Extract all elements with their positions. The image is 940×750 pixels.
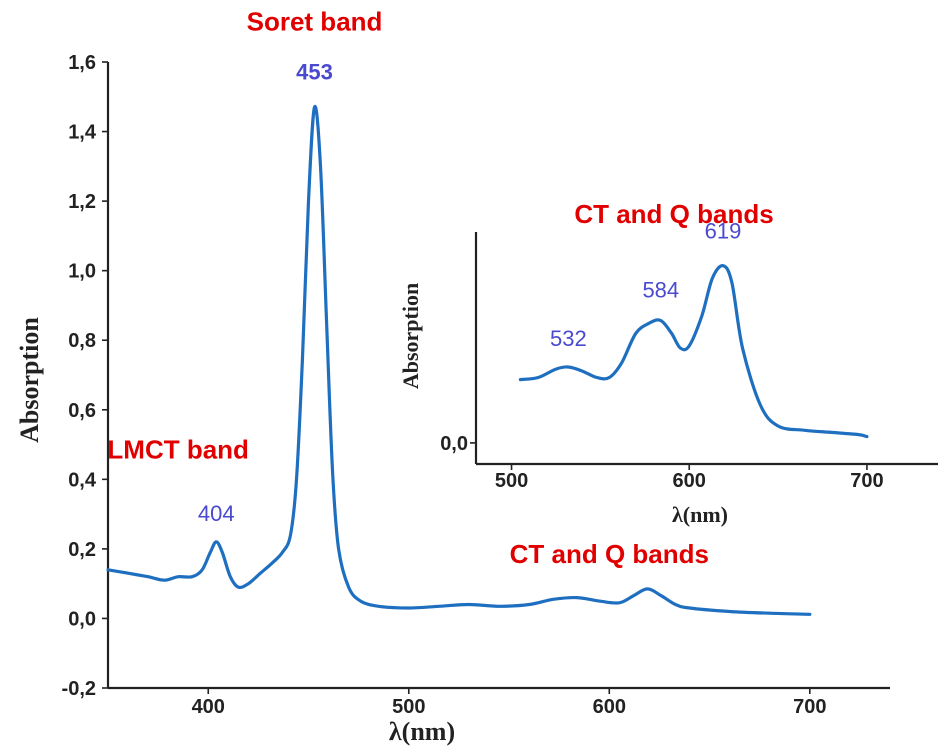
y-tick-label: 0,4	[68, 469, 97, 491]
y-tick-label: 0,0	[440, 433, 468, 455]
x-tick-label: 700	[850, 470, 883, 492]
main-annotations: Soret band 453 LMCT band 404 CT and Q bands	[107, 7, 709, 569]
x-tick-label: 500	[392, 696, 425, 718]
inset-x-ticks: 500 600 700	[495, 464, 884, 492]
y-tick-label: 1,0	[68, 261, 96, 283]
x-tick-label: 600	[593, 696, 626, 718]
y-tick-label: -0,2	[62, 678, 96, 700]
peak-wavelength-label: 584	[642, 277, 679, 302]
y-tick-label: 1,4	[68, 122, 97, 144]
inset-chart: 0,0 500 600 700 CT and Q bands Absorption …	[398, 199, 940, 527]
main-x-axis-title: λ(nm)	[389, 717, 455, 746]
peak-wavelength-label: 532	[550, 326, 587, 351]
x-tick-label: 600	[673, 470, 706, 492]
y-tick-label: 1,2	[68, 191, 96, 213]
band-label: CT and Q bands	[510, 539, 709, 569]
band-label: LMCT band	[107, 434, 249, 464]
main-chart: -0,2 0,0 0,2 0,4 0,6 0,8 1,0 1,2 1,4 1,6 400 500 60…	[15, 7, 890, 746]
main-x-ticks: 400 500 600 700	[192, 688, 826, 718]
y-tick-label: 0,2	[68, 539, 96, 561]
main-y-ticks: -0,2 0,0 0,2 0,4 0,6 0,8 1,0 1,2 1,4 1,6	[62, 52, 108, 700]
peak-wavelength-label: 619	[705, 218, 742, 243]
inset-y-ticks: 0,0	[440, 433, 476, 455]
main-y-axis-title: Absorption	[15, 317, 44, 443]
x-tick-label: 400	[192, 696, 225, 718]
peak-wavelength-label: 453	[296, 59, 333, 84]
inset-annotations: 532 584 619	[550, 218, 741, 351]
y-tick-label: 0,6	[68, 400, 96, 422]
y-tick-label: 0,8	[68, 330, 96, 352]
inset-background	[474, 230, 940, 465]
inset-spectrum-line	[518, 264, 869, 439]
x-tick-label: 500	[495, 470, 528, 492]
peak-wavelength-label: 404	[198, 501, 235, 526]
y-tick-label: 0,0	[68, 608, 96, 630]
inset-x-axis-title: λ(nm)	[672, 502, 728, 527]
band-label: Soret band	[247, 7, 383, 37]
inset-y-axis-title: Absorption	[398, 283, 423, 389]
inset-title: CT and Q bands	[574, 199, 773, 229]
y-tick-label: 1,6	[68, 52, 96, 74]
main-spectrum-line	[106, 104, 812, 616]
x-tick-label: 700	[793, 696, 826, 718]
